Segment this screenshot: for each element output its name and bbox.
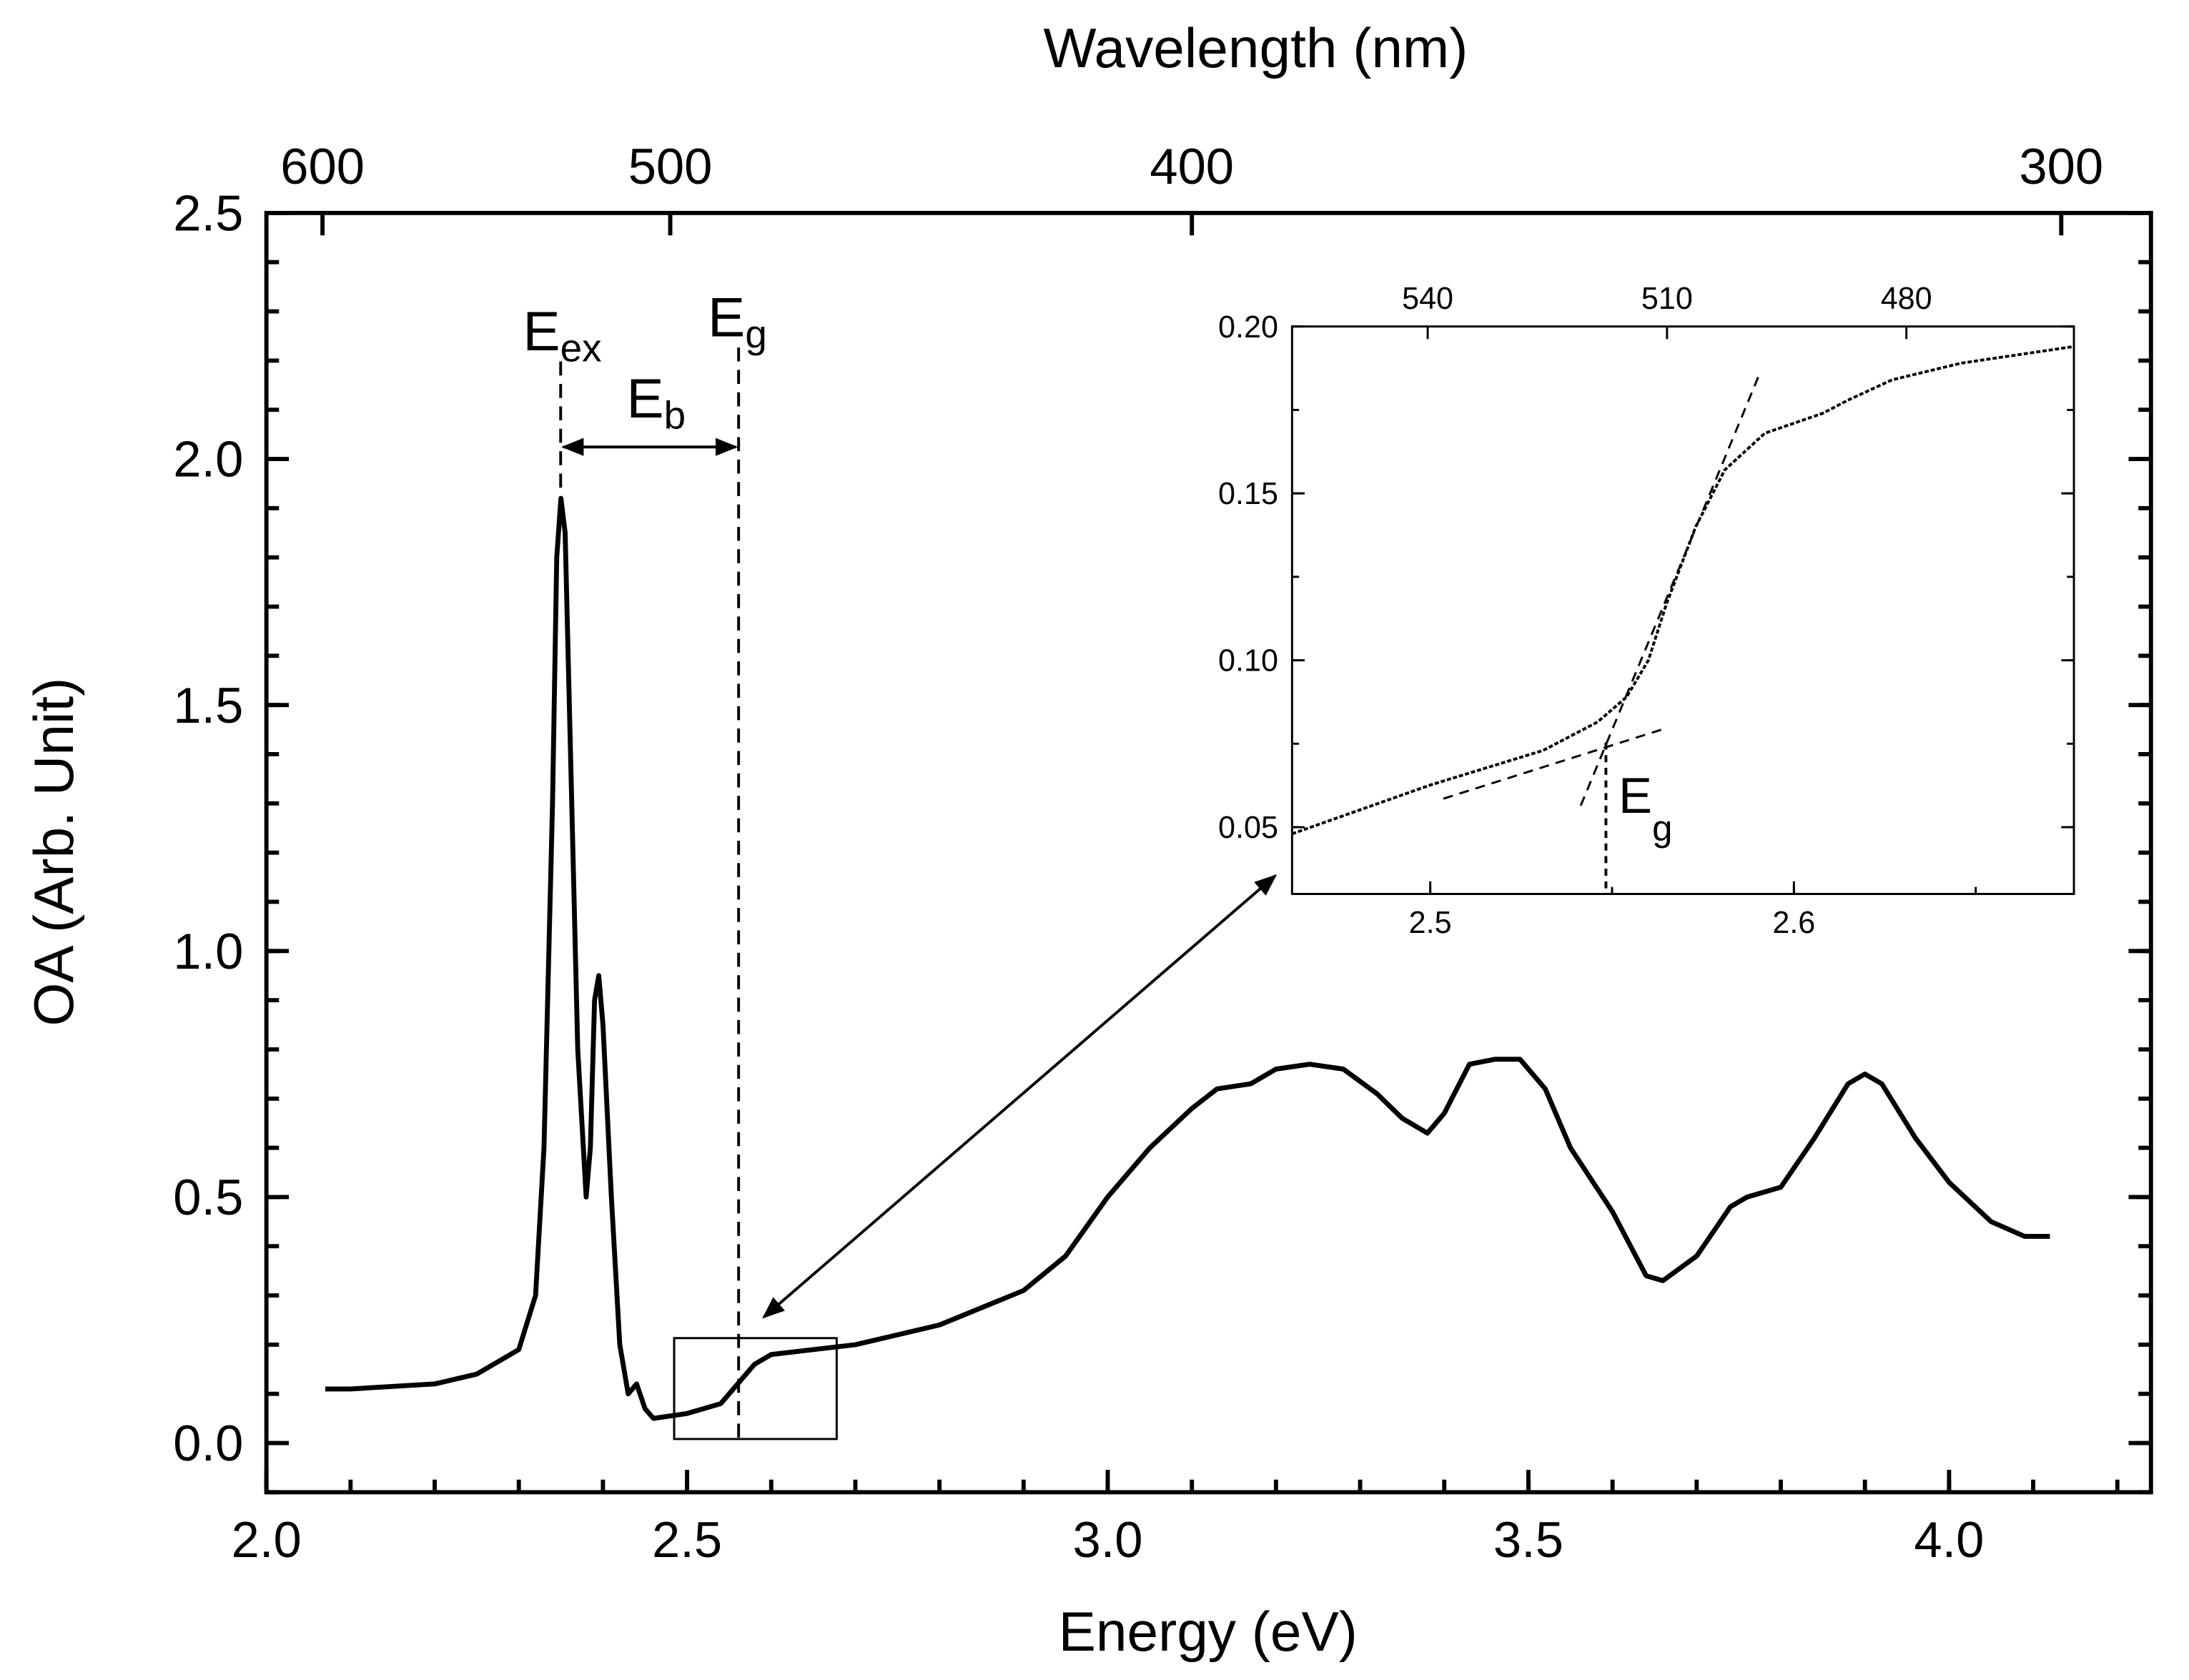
y-tick-label: 2.0 [173,431,243,488]
y-tick-label: 0.05 [1218,811,1278,845]
data-line [1291,345,2075,836]
y-tick-label: 1.5 [173,677,243,733]
x-tick-label: 3.0 [1072,1511,1142,1568]
x2-tick-label: 510 [1641,282,1693,316]
y-tick-label: 0.5 [173,1169,243,1225]
x-tick-label: 3.5 [1493,1511,1563,1568]
plot-frame [1290,325,2075,895]
x2-tick-label: 480 [1881,282,1932,316]
x2-tick-label: 400 [1150,138,1234,194]
x-tick-label: 4.0 [1914,1511,1984,1568]
annotation: Eb [626,367,686,438]
zoom-arrow [762,874,1278,1319]
tangent-line [1579,372,1761,806]
annotation: Eg [708,285,767,356]
plot-frame [264,210,2153,1495]
x2-tick-label: 300 [2019,138,2103,194]
y-tick-label: 0.0 [173,1415,243,1471]
y-tick-label: 0.20 [1218,310,1278,345]
annotation: Eex [523,300,601,370]
data-line [325,495,2050,1421]
x2-tick-label: 540 [1402,282,1453,316]
inset-background [1292,326,2075,894]
y-tick-label: 2.5 [173,185,243,242]
tangent-line [1443,727,1666,800]
x-tick-label: 2.5 [652,1511,722,1568]
x-tick-label: 2.5 [1409,906,1452,940]
y-tick-label: 1.0 [173,923,243,979]
y-tick-label: 0.10 [1218,644,1278,678]
x2-tick-label: 600 [280,138,365,194]
x2-tick-label: 500 [628,138,713,194]
x-tick-label: 2.0 [232,1511,302,1568]
x2-axis-title: Wavelength (nm) [1043,16,1468,79]
y-axis-title: OA (Arb. Unit) [22,678,85,1027]
annotation: Eg [1619,767,1672,849]
x-axis-title: Energy (eV) [1059,1600,1358,1663]
y-tick-label: 0.15 [1218,477,1278,511]
x-tick-label: 2.6 [1772,906,1815,940]
zoom-box [673,1337,838,1441]
